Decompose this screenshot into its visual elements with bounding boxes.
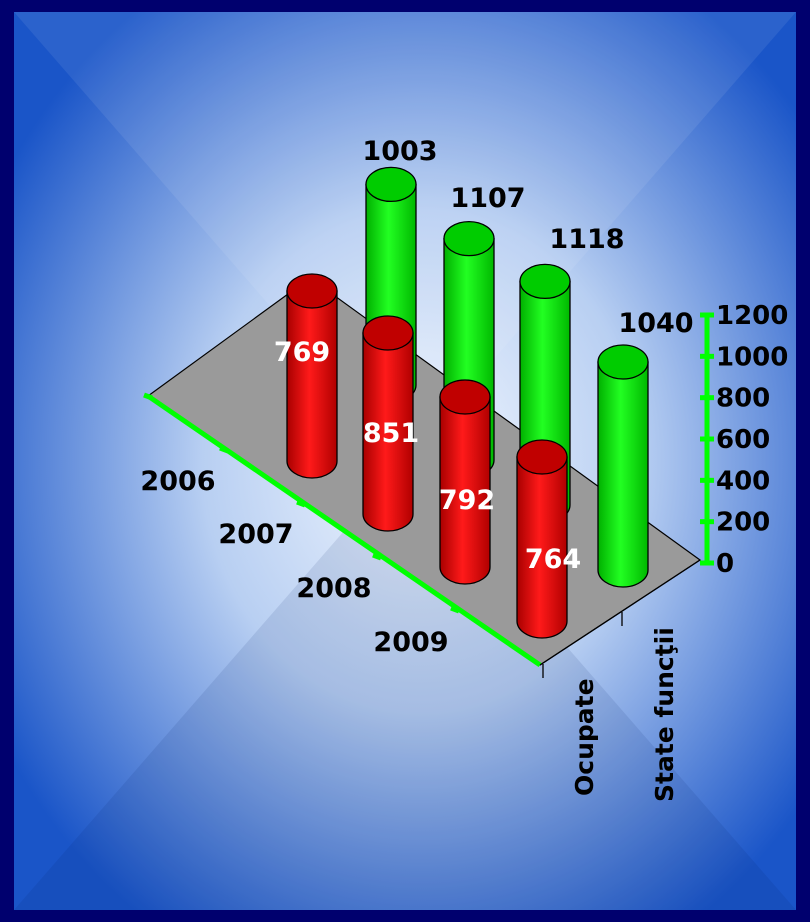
bar-ocupate-2008 [439,379,491,585]
chart: 0 200 400 600 800 1000 1200 1003 1107 1118 1040 76… [14,12,796,910]
value-tick-label: 200 [716,508,770,538]
bar-state-functii-2009 [597,344,649,588]
value-tick-label: 1200 [716,301,788,331]
data-label-ocupate-2008: 792 [439,485,495,516]
bar-ocupate-2009 [516,439,568,639]
data-label-state-functii-2006: 1003 [362,136,437,167]
category-tick [219,445,229,454]
value-tick-label: 1000 [716,342,788,372]
value-axis: 0 200 400 600 800 1000 1200 [700,301,788,579]
value-tick-label: 800 [716,384,770,414]
chart-background: 0 200 400 600 800 1000 1200 1003 1107 1118 1040 76… [14,12,796,910]
data-label-ocupate-2009: 764 [525,544,581,575]
value-tick-label: 400 [716,466,770,496]
category-label-2006: 2006 [140,466,215,497]
value-tick-label: 0 [716,549,734,579]
category-label-2008: 2008 [296,573,371,604]
data-label-state-functii-2009: 1040 [618,308,693,339]
series-label-state-functii: State funcţii [650,627,679,802]
category-tick [143,392,153,401]
data-label-ocupate-2007: 851 [363,418,419,449]
data-label-state-functii-2008: 1118 [549,224,624,255]
value-tick-label: 600 [716,425,770,455]
category-label-2007: 2007 [218,519,293,550]
data-label-state-functii-2007: 1107 [450,183,525,214]
series-label-ocupate: Ocupate [570,678,599,796]
series-axis [539,559,701,678]
category-tick [296,499,306,508]
category-tick [450,605,460,614]
data-label-ocupate-2006: 769 [274,337,330,368]
category-label-2009: 2009 [373,627,448,658]
bars: 1003 1107 1118 1040 769 851 792 764 [274,136,694,639]
category-tick [372,552,382,561]
category-axis [146,393,542,668]
bar-ocupate-2007 [362,315,414,532]
bar-ocupate-2006 [286,273,338,479]
category-ticks [143,392,460,614]
